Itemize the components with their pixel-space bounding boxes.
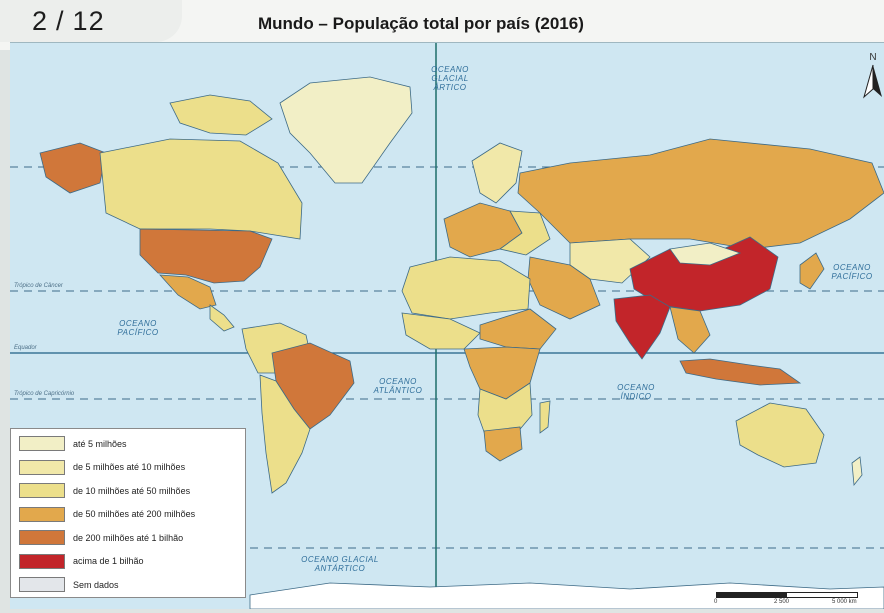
world-map-graphic: [10, 43, 884, 609]
legend-label: de 10 milhões até 50 milhões: [73, 485, 191, 496]
legend-item: de 5 milhões até 10 milhões: [19, 456, 245, 480]
legend-swatch: [19, 577, 65, 593]
page-separator: /: [56, 5, 65, 36]
tropic-of-capricorn-label: Trópico de Capricórnio: [14, 391, 75, 397]
legend-label: Sem dados: [73, 579, 119, 590]
scale-tick-mid: 2 500: [774, 599, 790, 605]
legend-item: de 200 milhões até 1 bilhão: [19, 526, 245, 550]
legend-swatch: [19, 530, 65, 546]
india-shape: [613, 294, 671, 360]
ocean-label-indian: OCEANO ÍNDICO: [617, 383, 655, 401]
legend-item: acima de 1 bilhão: [19, 550, 245, 574]
page-current: 2: [32, 5, 49, 36]
ocean-label-antarctic: OCEANO GLACIAL ANTÁRTICO: [301, 555, 379, 573]
russia-shape: [517, 138, 884, 250]
legend-label: de 5 milhões até 10 milhões: [73, 462, 186, 473]
indonesia-shape: [679, 358, 802, 386]
antarctica-shape: [249, 582, 884, 609]
page-total: 12: [72, 5, 105, 36]
equator-label: Equador: [14, 345, 37, 351]
north-arrow-icon: [863, 64, 882, 99]
madagascar-shape: [539, 400, 551, 434]
ocean-label-arctic: OCEANO GLACIAL ÁRTICO: [431, 65, 469, 92]
legend-swatch: [19, 506, 65, 522]
south-africa-shape: [483, 426, 523, 462]
map-title: Mundo – População total por país (2016): [258, 14, 584, 33]
legend: até 5 milhões de 5 milhões até 10 milhõe…: [10, 428, 246, 598]
canada-shape: [99, 138, 303, 240]
scale-tick-end: 5 000 km: [832, 599, 857, 605]
north-arrow: N: [862, 52, 884, 102]
legend-label: acima de 1 bilhão: [73, 556, 144, 567]
alaska-shape: [39, 142, 107, 194]
west-africa-shape: [401, 312, 481, 350]
legend-swatch: [19, 436, 65, 452]
legend-item: de 10 milhões até 50 milhões: [19, 479, 245, 503]
new-zealand-shape: [851, 456, 863, 487]
page-indicator: 2 / 12: [0, 0, 182, 42]
usa-shape: [139, 228, 273, 284]
legend-swatch: [19, 459, 65, 475]
arctic-islands-shape: [169, 94, 273, 136]
southeast-asia-shape: [669, 306, 711, 354]
scale-tick-start: 0: [714, 599, 718, 605]
south-america-south-shape: [259, 374, 311, 494]
mexico-shape: [159, 274, 217, 310]
mongolia-shape: [669, 242, 742, 266]
scale-bar-graphic: [716, 592, 858, 598]
ocean-label-atlantic: OCEANO ATLÂNTICO: [373, 377, 423, 395]
legend-item: até 5 milhões: [19, 432, 245, 456]
nigeria-ethiopia-shape: [479, 308, 557, 350]
legend-swatch: [19, 483, 65, 499]
legend-swatch: [19, 553, 65, 569]
north-africa-shape: [401, 256, 531, 320]
japan-shape: [799, 252, 825, 290]
scandinavia-shape: [471, 142, 523, 204]
ocean-label-pacific-west: OCEANO PACÍFICO: [117, 319, 159, 337]
north-label: N: [869, 52, 877, 63]
legend-item: Sem dados: [19, 573, 245, 597]
legend-item: de 50 milhões até 200 milhões: [19, 503, 245, 527]
greenland-shape: [279, 76, 413, 184]
legend-label: até 5 milhões: [73, 438, 127, 449]
ocean-label-pacific-east: OCEANO PACÍFICO: [831, 263, 873, 281]
legend-label: de 200 milhões até 1 bilhão: [73, 532, 184, 543]
legend-label: de 50 milhões até 200 milhões: [73, 509, 196, 520]
central-america-shape: [209, 304, 235, 332]
tropic-of-cancer-label: Trópico de Câncer: [14, 283, 63, 289]
australia-shape: [735, 402, 825, 468]
scale-bar: 0 2 500 5 000 km: [712, 590, 862, 608]
